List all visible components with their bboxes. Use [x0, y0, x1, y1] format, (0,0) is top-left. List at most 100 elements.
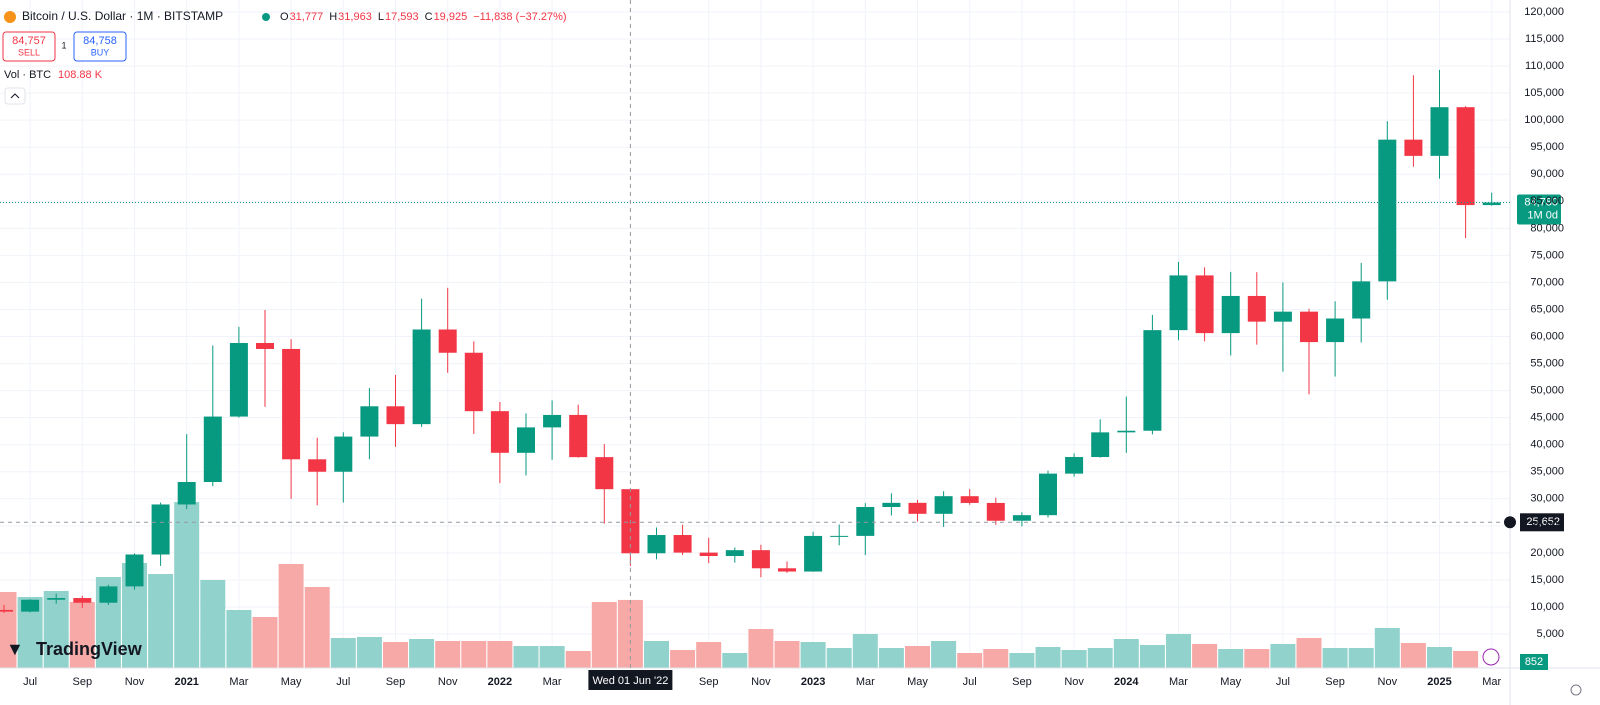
- buy-price: 84,758: [83, 35, 117, 47]
- candle-body: [1065, 457, 1084, 474]
- candle-body: [725, 550, 744, 557]
- volume-bar: [1009, 653, 1035, 668]
- candle-body: [334, 436, 353, 472]
- candle-body: [1273, 311, 1292, 322]
- buy-button[interactable]: [73, 31, 127, 62]
- volume-bar: [905, 646, 930, 668]
- candle-body: [99, 586, 118, 603]
- volume-bar: [591, 602, 617, 668]
- volume-bar: [1061, 650, 1087, 668]
- brand: TradingView: [36, 639, 143, 659]
- buy-label: BUY: [91, 47, 110, 57]
- ohlc-value: 31,963: [338, 11, 372, 23]
- x-tick-label: Sep: [386, 676, 406, 688]
- y-tick-label: 45,000: [1530, 412, 1564, 424]
- volume-badge-label: 852: [1525, 656, 1543, 668]
- y-tick-label: 75,000: [1530, 249, 1564, 261]
- candle-body: [1430, 107, 1449, 156]
- y-tick-label: 90,000: [1530, 168, 1564, 180]
- volume-bar: [696, 642, 722, 668]
- volume-bar: [878, 648, 904, 668]
- volume-bar: [539, 646, 565, 668]
- spread: 1: [61, 40, 66, 50]
- ohlc-key: O: [280, 11, 289, 23]
- status-dot: [262, 13, 270, 21]
- crosshair-plus: [1504, 516, 1516, 529]
- x-tick-label: Sep: [73, 676, 93, 688]
- y-tick-label: 5,000: [1536, 628, 1564, 640]
- candle-body: [490, 411, 509, 453]
- coin-icon: [4, 11, 16, 23]
- x-tick-label: Mar: [1169, 676, 1188, 688]
- volume-bar: [565, 651, 591, 668]
- candle-body: [517, 427, 535, 453]
- candle-body: [282, 348, 301, 460]
- candle-body: [438, 329, 457, 353]
- candle-body: [1091, 432, 1110, 458]
- y-tick-label: 25,000: [1530, 520, 1564, 532]
- volume-bar: [1427, 647, 1452, 668]
- volume-bar: [409, 639, 435, 668]
- candle-body: [595, 457, 614, 490]
- volume-bar: [1270, 644, 1296, 668]
- candle-body: [151, 504, 170, 555]
- x-tick-label: Sep: [1325, 676, 1345, 688]
- x-tick-label: Jul: [336, 676, 350, 688]
- x-tick-label: 2021: [174, 676, 198, 688]
- y-tick-label: 120,000: [1524, 6, 1564, 18]
- crosshair-date-badge: [588, 670, 673, 690]
- flash-icon[interactable]: [1482, 648, 1500, 666]
- candle-body: [1039, 473, 1057, 516]
- candle-body: [360, 406, 379, 437]
- sell-button[interactable]: [2, 31, 56, 62]
- candle-body: [751, 550, 770, 569]
- candle-body: [1456, 107, 1475, 206]
- candle-body: [569, 414, 588, 458]
- volume-bar: [69, 602, 95, 668]
- volume-bar: [748, 629, 774, 668]
- candle-body: [960, 496, 979, 503]
- volume-bar: [43, 591, 69, 668]
- collapse-button[interactable]: [4, 87, 26, 105]
- brand-logo: ▼: [6, 639, 24, 659]
- volume-bar: [330, 638, 356, 668]
- volume-bar: [670, 650, 696, 668]
- x-tick-label: Nov: [1064, 676, 1084, 688]
- y-tick-label: 60,000: [1530, 330, 1564, 342]
- volume-bar: [200, 580, 226, 668]
- candle-body: [203, 416, 222, 483]
- volume-bar: [252, 617, 278, 668]
- y-tick-label: 85,000: [1530, 195, 1564, 207]
- candle-body: [908, 502, 927, 514]
- x-tick-label: Mar: [856, 676, 875, 688]
- crosshair-date-label: Wed 01 Jun '22: [592, 675, 668, 687]
- volume-badge: [1520, 654, 1548, 670]
- y-tick-label: 110,000: [1525, 60, 1564, 72]
- volume-bar: [852, 634, 878, 668]
- volume-bar: [1035, 647, 1061, 668]
- volume-bar: [148, 574, 174, 668]
- candle-body: [1169, 275, 1188, 331]
- volume-bar: [383, 642, 408, 668]
- candle-body: [125, 554, 144, 587]
- candle-body: [1326, 318, 1345, 343]
- volume-bar: [487, 641, 513, 668]
- volume-bar: [931, 641, 957, 668]
- candle-body: [986, 502, 1005, 521]
- volume-bar: [1166, 634, 1191, 668]
- volume-bar: [826, 648, 852, 668]
- x-tick-label: Nov: [125, 676, 145, 688]
- volume-bar: [435, 641, 461, 668]
- volume-bar: [800, 642, 826, 668]
- y-tick-label: 100,000: [1524, 114, 1564, 126]
- x-tick-label: Nov: [1378, 676, 1398, 688]
- y-tick-label: 10,000: [1530, 601, 1564, 613]
- candle-body: [830, 535, 849, 537]
- candle-body: [21, 599, 40, 612]
- settings-icon[interactable]: [1570, 684, 1582, 696]
- y-tick-label: 40,000: [1530, 439, 1564, 451]
- symbol-title[interactable]: Bitcoin / U.S. Dollar · 1M · BITSTAMP: [22, 9, 223, 23]
- x-tick-label: Sep: [1012, 676, 1032, 688]
- x-tick-label: Mar: [229, 676, 248, 688]
